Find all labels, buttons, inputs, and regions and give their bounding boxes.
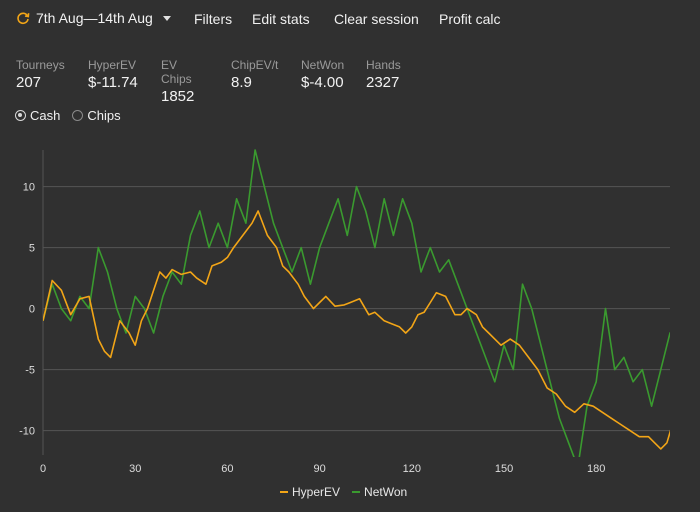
radio-label: Chips	[87, 108, 121, 123]
y-tick-label: -10	[19, 426, 35, 438]
stat-value: 8.9	[231, 74, 252, 91]
chevron-down-icon[interactable]	[162, 16, 171, 21]
filters-button[interactable]: Filters	[194, 11, 233, 27]
stat-label: ChipEV/t	[231, 58, 279, 72]
stat-hyperev: HyperEV $-11.74	[88, 58, 141, 105]
stat-ev-chips: EV Chips 1852	[161, 58, 211, 105]
stat-hands: Hands 2327	[366, 58, 416, 105]
series-line-netwon	[43, 149, 670, 457]
radio-label: Cash	[30, 108, 61, 123]
x-tick-label: 30	[129, 463, 141, 475]
legend-swatch	[352, 491, 361, 493]
y-tick-label: 0	[29, 304, 35, 316]
stat-value: 2327	[366, 74, 400, 91]
stat-value: $-4.00	[301, 74, 344, 91]
series-line-hyperev	[43, 210, 670, 450]
stat-value: $-11.74	[88, 74, 138, 91]
chart-legend: HyperEV NetWon	[280, 485, 419, 499]
legend-swatch	[280, 491, 288, 493]
date-range-selector[interactable]: 7th Aug—14th Aug	[16, 10, 171, 26]
stat-value: 207	[16, 74, 42, 91]
radio-cash[interactable]: Cash	[15, 108, 60, 123]
y-tick-label: 5	[29, 243, 35, 255]
y-tick-label: -5	[25, 365, 35, 377]
stats-bar: Tourneys 207 HyperEV $-11.74 EV Chips 18…	[16, 58, 436, 105]
stat-value: 1852	[161, 88, 195, 105]
legend-item-hyperev[interactable]: HyperEV	[280, 485, 340, 499]
profit-calc-button[interactable]: Profit calc	[439, 11, 501, 27]
stat-label: Tourneys	[16, 58, 65, 72]
refresh-icon[interactable]	[16, 11, 30, 25]
clear-session-button[interactable]: Clear session	[334, 11, 419, 27]
stat-tourneys: Tourneys 207	[16, 58, 68, 105]
x-tick-label: 180	[587, 463, 605, 475]
toolbar: 7th Aug—14th Aug Filters Edit stats Clea…	[0, 0, 700, 40]
legend-label: NetWon	[364, 485, 408, 499]
mode-toggle: Cash Chips	[15, 108, 133, 123]
legend-item-netwon[interactable]: NetWon	[352, 485, 407, 499]
y-tick-label: 10	[23, 182, 35, 194]
edit-stats-button[interactable]: Edit stats	[252, 11, 310, 27]
x-tick-label: 150	[495, 463, 513, 475]
radio-unselected-icon[interactable]	[72, 110, 84, 121]
stat-label: EV Chips	[161, 58, 192, 86]
legend-label: HyperEV	[292, 485, 341, 499]
stat-netwon: NetWon $-4.00	[301, 58, 346, 105]
x-tick-label: 90	[313, 463, 325, 475]
date-range-label: 7th Aug—14th Aug	[36, 10, 153, 26]
radio-chips[interactable]: Chips	[72, 108, 121, 123]
radio-selected-icon[interactable]	[15, 110, 26, 121]
stat-label: HyperEV	[88, 58, 137, 72]
x-tick-label: 60	[221, 463, 233, 475]
stat-chipev-per-tourney: ChipEV/t 8.9	[231, 58, 281, 105]
x-tick-label: 0	[40, 463, 46, 475]
profit-chart: 10 5 0 -5 -10 0 30 60 90 120 150 180	[19, 149, 670, 475]
stat-label: NetWon	[301, 58, 345, 72]
x-tick-label: 120	[403, 463, 421, 475]
stat-label: Hands	[366, 58, 401, 72]
